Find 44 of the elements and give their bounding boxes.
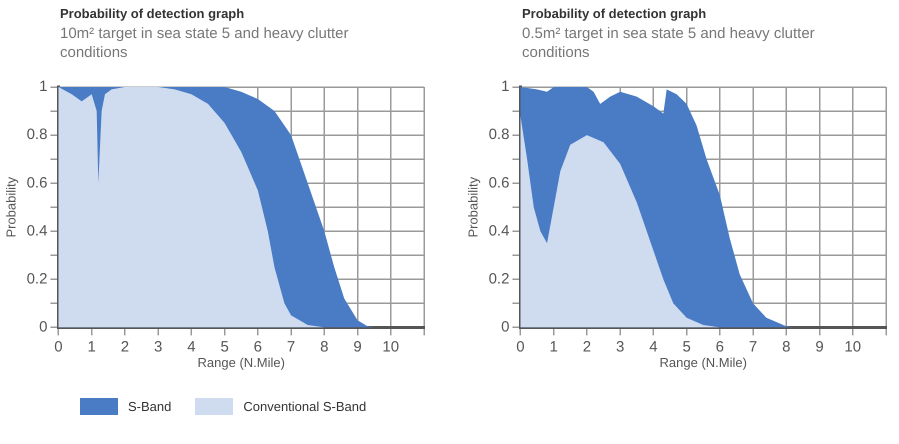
x-tick-label: 0	[516, 338, 525, 356]
x-tick-label: 3	[154, 338, 162, 356]
y-tick-label: 0.2	[26, 270, 48, 288]
x-tick-label: 2	[120, 338, 130, 356]
x-tick-label: 4	[187, 338, 196, 356]
chart-title: Probability of detection graph	[522, 6, 706, 21]
x-tick-label: 10	[844, 338, 862, 356]
x-tick-label: 2	[582, 338, 592, 356]
y-tick-label: 0.2	[488, 270, 510, 288]
x-tick-label: 0	[54, 338, 63, 356]
y-tick-label: 0.6	[26, 174, 48, 192]
x-tick-label: 5	[220, 338, 229, 356]
x-tick-label: 6	[716, 338, 724, 356]
x-tick-label: 7	[748, 338, 758, 356]
y-tick-label: 0.6	[488, 174, 510, 192]
legend-label: Conventional S-Band	[243, 399, 366, 414]
x-tick-label: 1	[88, 338, 96, 356]
x-tick-label: 4	[649, 338, 658, 356]
x-tick-label: 8	[320, 338, 328, 356]
x-axis-title: Range (N.Mile)	[660, 354, 747, 370]
y-tick-label: 1	[501, 78, 510, 96]
x-tick-label: 7	[286, 338, 296, 356]
y-tick-label: 0	[501, 318, 510, 336]
y-tick-label: 0.4	[26, 222, 48, 240]
x-tick-label: 9	[815, 338, 824, 356]
x-tick-label: 8	[782, 338, 790, 356]
y-axis-title: Probability	[465, 176, 480, 238]
x-tick-label: 10	[382, 338, 400, 356]
chart-subtitle: 0.5m² target in sea state 5 and heavy clutter conditions	[522, 24, 816, 62]
x-tick-label: 6	[254, 338, 262, 356]
y-tick-label: 0.4	[488, 222, 510, 240]
chart-title: Probability of detection graph	[60, 6, 244, 21]
legend-label: S-Band	[128, 399, 172, 414]
y-tick-label: 1	[39, 78, 48, 96]
x-tick-label: 1	[550, 338, 558, 356]
x-axis-title: Range (N.Mile)	[198, 354, 285, 370]
x-tick-label: 3	[616, 338, 624, 356]
chart-subtitle: 10m² target in sea state 5 and heavy clutter conditions	[60, 24, 350, 62]
y-tick-label: 0.8	[26, 126, 48, 144]
y-tick-label: 0.8	[488, 126, 510, 144]
y-tick-label: 0	[39, 318, 48, 336]
x-tick-label: 5	[682, 338, 691, 356]
y-axis-title: Probability	[3, 176, 18, 238]
x-tick-label: 9	[353, 338, 362, 356]
